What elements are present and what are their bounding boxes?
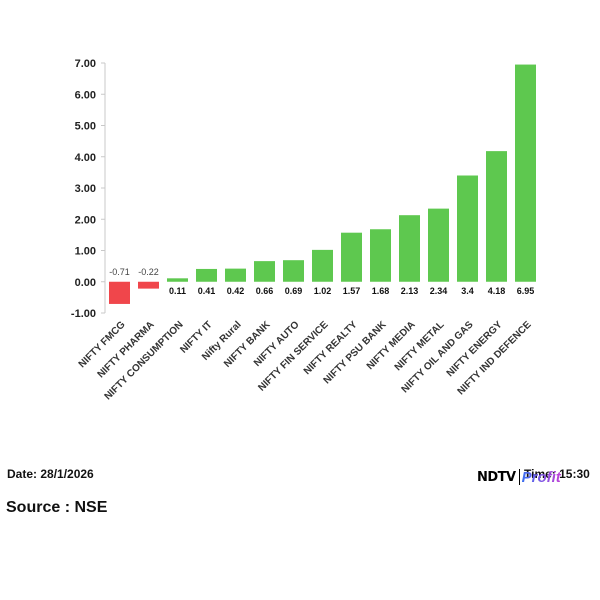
data-label: 1.68 [372,286,390,296]
data-label: 0.41 [198,286,216,296]
data-label: 0.66 [256,286,274,296]
y-tick-label: 7.00 [75,58,96,70]
time-label: Time: 15:30 [524,467,590,481]
date-label: Date: 28/1/2026 [7,467,94,481]
y-tick-label: -1.00 [71,308,96,320]
bar [370,229,391,282]
y-tick-label: 5.00 [75,121,96,133]
y-tick-label: 6.00 [75,89,96,101]
bar [457,175,478,282]
data-label: 0.42 [227,286,245,296]
y-tick-label: 4.00 [75,152,96,164]
data-label: -0.71 [109,267,130,277]
bar [225,268,246,282]
data-label: 2.34 [430,286,448,296]
y-tick-label: 2.00 [75,214,96,226]
data-label: 6.95 [517,286,535,296]
data-label: 0.11 [169,286,186,296]
bar [399,215,420,282]
source-label: Source : NSE [6,499,108,516]
brand-ndtv-text: NDTV [476,469,517,485]
bar [312,249,333,282]
y-tick-label: 1.00 [75,246,96,258]
bar [167,278,188,282]
bar [196,268,217,282]
data-label: 4.18 [488,286,506,296]
data-label: -0.22 [138,267,159,277]
bar [486,151,507,282]
y-tick-label: 0.00 [75,277,96,289]
brand-divider [518,469,520,485]
bar [254,261,275,282]
bar [515,64,536,282]
bar [109,281,130,304]
bar [341,232,362,282]
bar [283,260,304,282]
bar [428,208,449,282]
data-label: 1.02 [314,286,332,296]
brand-logo: NDTV Profit [476,466,561,488]
data-label: 3.4 [461,286,474,296]
y-tick-label: 3.00 [75,183,96,195]
data-label: 1.57 [343,286,361,296]
data-label: 2.13 [401,286,419,296]
bar [138,281,159,289]
brand-profit-text: Profit [521,468,561,486]
data-label: 0.69 [285,286,303,296]
sector-returns-chart: -1.00 0.00 1.00 2.00 3.00 4.00 5.00 6.00 7.00 -0.… [71,58,536,402]
